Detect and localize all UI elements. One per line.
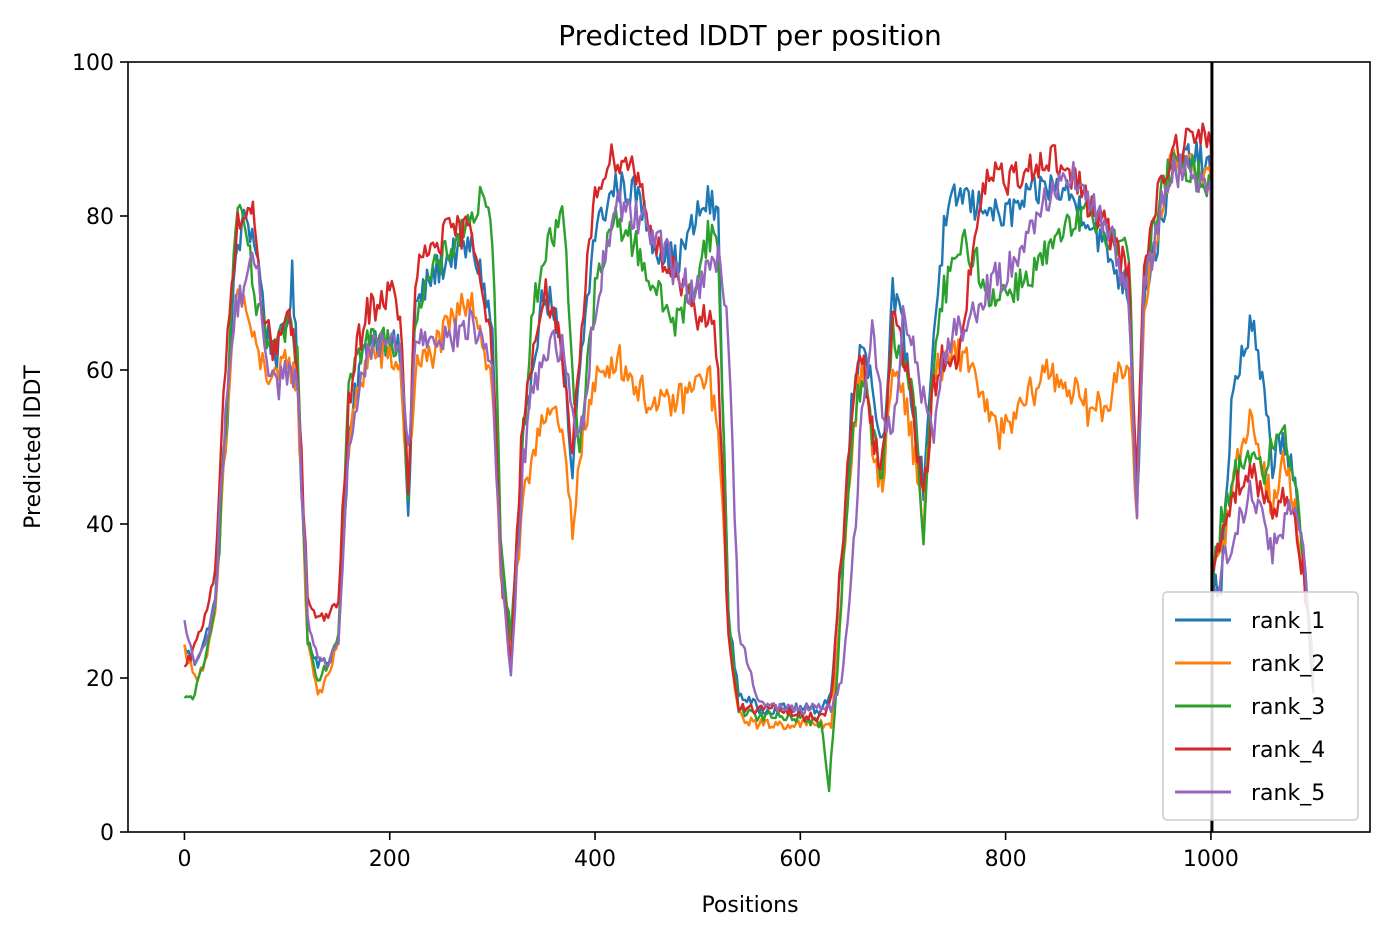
legend-label-rank-2: rank_2 [1251,652,1325,677]
legend: rank_1 rank_2 rank_3 rank_4 rank_5 [1162,591,1359,821]
x-axis-ticks: 0 200 400 600 800 1000 [177,832,1239,872]
x-tick-label: 800 [985,847,1027,872]
series-line-rank-2 [183,148,1315,731]
x-tick-label: 0 [177,847,191,872]
legend-label-rank-4: rank_4 [1251,738,1325,763]
series-line-rank-4 [183,122,1315,723]
x-tick-label: 200 [369,847,411,872]
y-tick-label: 80 [86,205,114,230]
chart-title: Predicted lDDT per position [558,19,942,52]
y-axis-label: Predicted lDDT [21,365,46,529]
x-axis-label: Positions [701,893,798,918]
series-line-rank-3 [183,151,1315,793]
axes-frame [127,61,1371,833]
y-tick-label: 60 [86,359,114,384]
y-tick-label: 20 [86,667,114,692]
y-axis-ticks: 0 20 40 60 80 100 [72,51,128,846]
x-tick-label: 600 [779,847,821,872]
y-tick-label: 0 [100,821,114,846]
legend-label-rank-5: rank_5 [1251,781,1325,806]
y-tick-label: 40 [86,513,114,538]
legend-label-rank-1: rank_1 [1251,609,1325,634]
series-layer [183,122,1315,793]
x-tick-label: 1000 [1183,847,1239,872]
series-line-rank-5 [183,153,1315,715]
legend-box [1162,591,1359,821]
y-tick-label: 100 [72,51,114,76]
legend-label-rank-3: rank_3 [1251,695,1325,720]
x-tick-label: 400 [574,847,616,872]
